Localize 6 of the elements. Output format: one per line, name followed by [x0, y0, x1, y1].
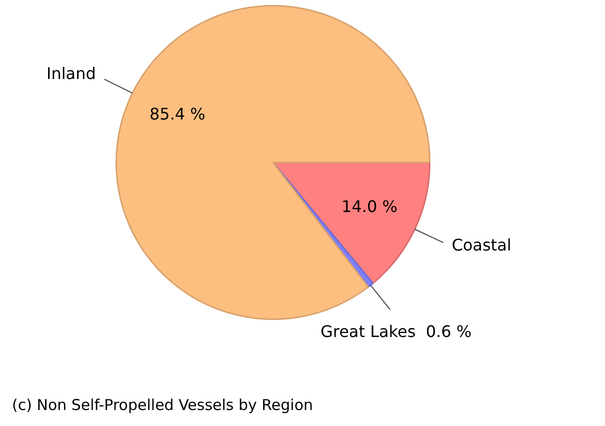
slice-label: Inland — [46, 64, 96, 84]
data-label: 85.4 % — [149, 104, 206, 124]
slice-label: Coastal — [452, 236, 512, 255]
data-label: 14.0 % — [341, 197, 398, 216]
slice-label: Great Lakes 0.6 % — [320, 322, 472, 342]
text: (c) Non Self-Propelled Vessels by Region — [12, 396, 314, 414]
